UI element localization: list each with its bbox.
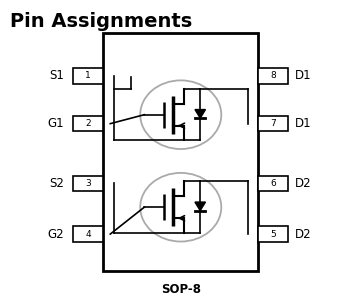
Bar — [258, 116, 288, 131]
Text: S2: S2 — [49, 177, 64, 190]
Bar — [73, 226, 103, 242]
Bar — [258, 226, 288, 242]
Bar — [73, 68, 103, 84]
Bar — [258, 176, 288, 191]
Text: D2: D2 — [295, 228, 312, 240]
Text: G2: G2 — [48, 228, 64, 240]
Text: 5: 5 — [270, 230, 276, 239]
Text: 3: 3 — [85, 179, 91, 188]
Text: 8: 8 — [270, 71, 276, 80]
Text: Pin Assignments: Pin Assignments — [10, 12, 192, 31]
Text: 6: 6 — [270, 179, 276, 188]
Text: 1: 1 — [85, 71, 91, 80]
Bar — [73, 116, 103, 131]
Bar — [103, 33, 258, 271]
Text: 2: 2 — [86, 119, 91, 128]
Text: SOP-8: SOP-8 — [161, 283, 201, 296]
Text: D1: D1 — [295, 117, 312, 130]
Polygon shape — [195, 202, 205, 211]
Text: D1: D1 — [295, 69, 312, 82]
Circle shape — [140, 80, 221, 149]
Bar — [258, 68, 288, 84]
Text: 4: 4 — [86, 230, 91, 239]
Polygon shape — [195, 109, 205, 118]
Text: G1: G1 — [48, 117, 64, 130]
Bar — [73, 176, 103, 191]
Text: D2: D2 — [295, 177, 312, 190]
Circle shape — [140, 173, 221, 242]
Text: 7: 7 — [270, 119, 276, 128]
Text: S1: S1 — [49, 69, 64, 82]
